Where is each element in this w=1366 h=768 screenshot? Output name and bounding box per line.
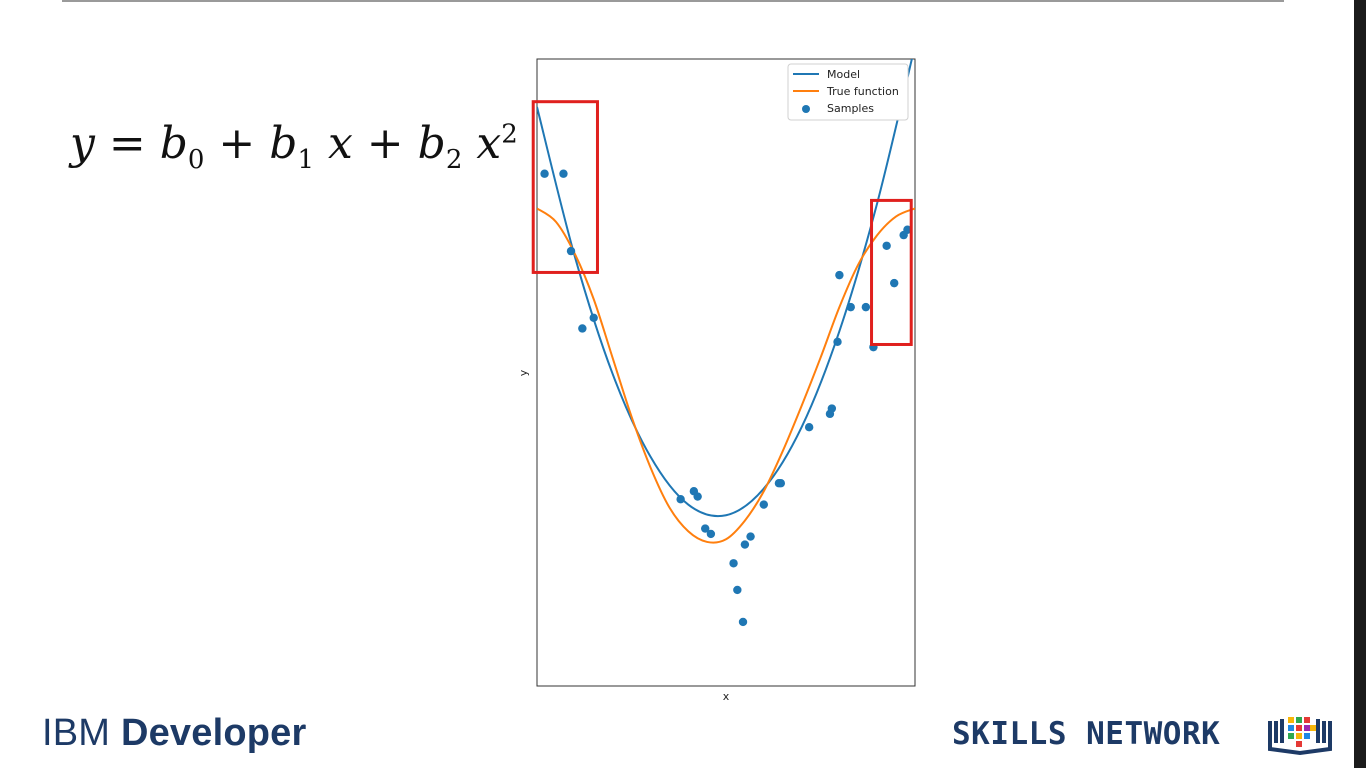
sample-point [706,529,716,539]
skills-network-wordmark: SKILLS NETWORK [952,716,1221,752]
sample-point [846,302,855,312]
sample-point [774,479,784,488]
ibm-developer-logo: IBM Developer [42,712,307,754]
polynomial-fit-chart: x y Model True function Samples [517,58,916,703]
sample-point [589,313,598,323]
sample-point [738,617,748,627]
legend: Model True function Samples [787,63,909,121]
sample-point [899,230,908,240]
sample-point [833,337,842,347]
sample-point [578,324,587,333]
skills-network-book-icon [1268,717,1332,756]
plot-frame [536,58,916,687]
legend-model-label: Model [827,68,860,81]
sample-point [676,495,685,504]
legend-true-function-label: True function [826,85,899,98]
sample-point [882,241,891,250]
sample-point [861,302,871,312]
highlight-box-left [531,100,599,274]
legend-box [787,63,909,121]
x-axis-label: x [723,690,730,703]
top-rule [62,0,1284,2]
series-line-true-function [537,207,915,544]
series-lines [537,59,915,544]
sample-point [729,559,738,568]
sample-point [701,524,710,533]
highlight-box-right [870,198,913,346]
y-axis-label: y [517,369,530,376]
legend-samples-swatch [802,105,810,113]
sample-point [835,270,844,280]
sample-point [559,169,568,178]
sample-point [566,246,576,256]
sample-point [890,278,899,288]
regression-formula: y = b0 + b1 x + b2 x2 [70,118,518,175]
right-edge-bar [1354,0,1366,768]
sample-point [759,500,768,509]
sample-point [540,169,549,178]
legend-samples-label: Samples [827,102,874,115]
sample-point [827,404,837,413]
sample-point [804,422,814,432]
sample-point [733,585,742,595]
sample-point [740,540,750,549]
highlight-boxes [531,100,913,346]
sample-points [540,169,912,627]
sample-point [746,532,755,541]
sample-point [693,492,702,501]
